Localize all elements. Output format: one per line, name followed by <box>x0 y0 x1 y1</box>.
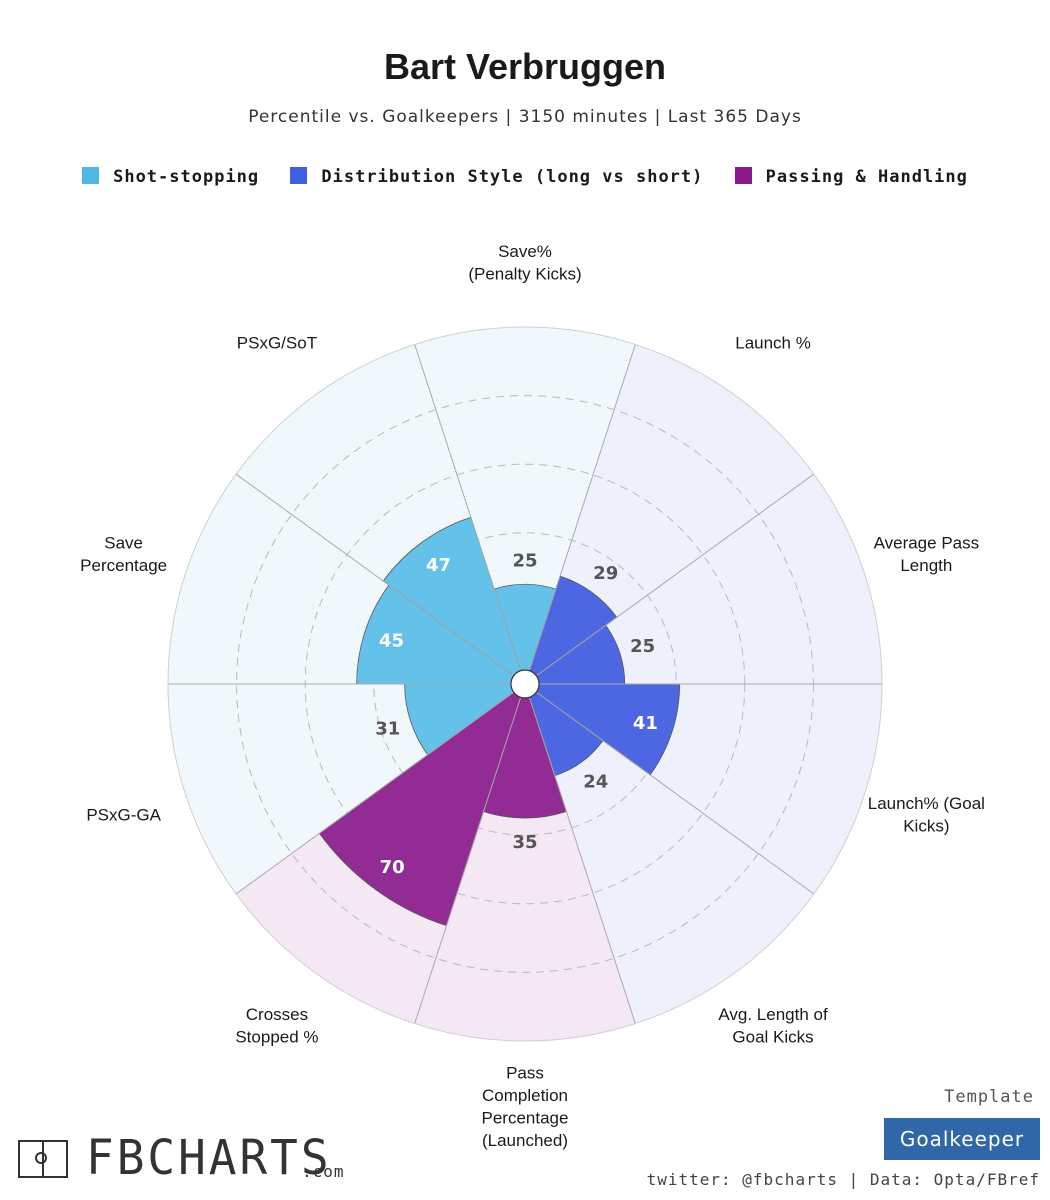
chart-title: Bart Verbruggen <box>383 46 667 87</box>
value-wedge <box>523 683 681 776</box>
metric-label: PSxG/SoT <box>237 334 317 353</box>
value-label: 29 <box>593 563 618 584</box>
logo-suffix: .com <box>302 1162 345 1181</box>
metric-label: Avg. Length of Goal Kicks <box>718 1005 828 1047</box>
metric-label: Save Percentage <box>80 533 167 575</box>
outer-ring <box>167 326 883 1042</box>
legend-label: Distribution Style (long vs short) <box>321 167 704 187</box>
legend-swatch <box>734 167 752 184</box>
sector-divider <box>524 683 815 895</box>
value-wedge <box>356 584 527 685</box>
value-wedge <box>483 682 567 819</box>
legend-item-shot-stopping: Shot-stopping <box>82 167 259 187</box>
template-badge: Goalkeeper <box>884 1118 1040 1160</box>
metric-label: Pass Completion Percentage (Launched) <box>482 1063 569 1150</box>
value-label: 41 <box>633 713 658 734</box>
legend-label: Shot-stopping <box>113 167 260 187</box>
sector-divider <box>414 344 526 685</box>
metric-label: Crosses Stopped % <box>235 1005 318 1047</box>
value-label: 45 <box>379 631 404 652</box>
metric-label: Launch % <box>735 334 811 353</box>
data-credit: twitter: @fbcharts | Data: Opta/FBref <box>646 1170 1040 1189</box>
metric-label: Average Pass Length <box>874 533 980 575</box>
sector-divider <box>235 473 526 685</box>
metric-label: PSxG-GA <box>86 805 161 824</box>
value-label: 25 <box>630 636 655 657</box>
legend-swatch <box>82 167 100 184</box>
legend-item-distribution: Distribution Style (long vs short) <box>290 167 703 187</box>
value-label: 47 <box>426 555 451 576</box>
value-label: 70 <box>380 857 405 878</box>
value-wedge <box>382 516 526 686</box>
value-wedge <box>404 683 527 756</box>
legend-label: Passing & Handling <box>765 167 968 187</box>
legend-swatch <box>290 167 308 184</box>
legend-item-passing: Passing & Handling <box>734 167 968 187</box>
background-sector <box>525 684 814 1024</box>
background-sector <box>525 474 882 684</box>
value-wedge <box>524 575 618 686</box>
legend: Shot-stopping Distribution Style (long v… <box>0 167 1050 187</box>
sector-divider <box>414 683 526 1024</box>
template-label: Template <box>944 1087 1034 1107</box>
background-sector <box>414 326 636 684</box>
center-hole <box>510 669 540 699</box>
sector-divider <box>235 683 526 895</box>
value-wedge <box>318 682 526 927</box>
chart-subtitle: Percentile vs. Goalkeepers | 3150 minute… <box>248 107 802 127</box>
sector-divider <box>524 683 636 1024</box>
metric-label: Launch% (Goal Kicks) <box>868 794 985 836</box>
sector-divider <box>524 344 636 685</box>
pitch-icon <box>18 1140 68 1178</box>
background-sector <box>414 684 636 1042</box>
value-label: 24 <box>583 771 608 792</box>
logo-text: FBCHARTS <box>86 1128 332 1186</box>
value-label: 31 <box>375 719 400 740</box>
value-label: 25 <box>512 550 537 571</box>
sector-divider <box>524 473 815 685</box>
value-label: 35 <box>512 832 537 853</box>
metric-label: Save% (Penalty Kicks) <box>468 242 581 284</box>
